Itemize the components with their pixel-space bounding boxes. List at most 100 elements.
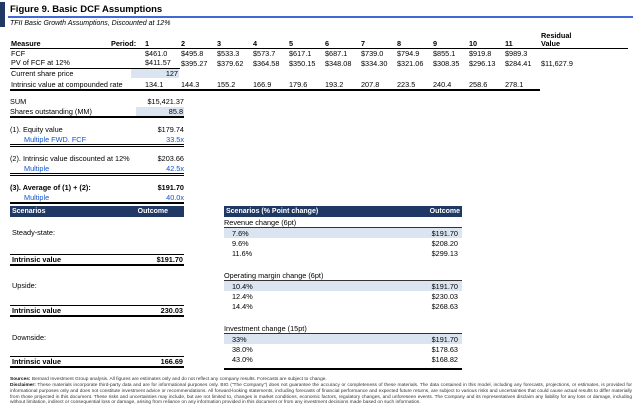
disclaimer-label: Disclaimer: [10, 383, 36, 389]
empty-cell [110, 79, 144, 91]
outcome-header: Outcome [429, 208, 460, 215]
pct-change: 11.6% [232, 248, 253, 258]
average-label: (3). Average of (1) + (2): [10, 182, 91, 192]
average-group: (3). Average of (1) + (2): $191.70 Multi… [10, 182, 184, 204]
outcome-value: $168.82 [431, 354, 458, 364]
pv-value: $284.41 [505, 58, 532, 68]
equity-multiple-row: Multiple FWD. FCF 33.5x [10, 134, 184, 144]
pct-change: 33% [232, 334, 247, 344]
residual-header-line1: Residual [541, 30, 572, 40]
compounded-value: 166.9 [252, 79, 288, 91]
discounted-value-group: (2). Intrinsic value discounted at 12% $… [10, 153, 184, 176]
fcf-label: FCF [11, 48, 26, 58]
sources-label: Sources: [10, 377, 31, 382]
pct-change: 9.6% [232, 238, 249, 248]
downside-label: Downside: [12, 333, 47, 342]
scenarios-header: Scenarios [12, 208, 46, 215]
equity-value-group: (1). Equity value $179.74 Multiple FWD. … [10, 124, 184, 147]
outcome-value: $299.13 [431, 248, 458, 258]
equity-multiple-value: 33.5x [166, 134, 184, 144]
compounded-value: 223.5 [396, 79, 432, 91]
scenario-row: 9.6% $208.20 [224, 238, 462, 248]
discounted-value: $203.66 [157, 153, 184, 163]
share-price-row: Current share price 127 [10, 67, 628, 79]
compounded-value: 179.6 [288, 79, 324, 91]
intrinsic-value-label: Intrinsic value [12, 255, 62, 264]
equity-value-label: (1). Equity value [10, 124, 63, 134]
investment-change-title: Investment change (15pt) [224, 324, 462, 334]
period-7: 7 [360, 31, 396, 49]
period-5: 5 [288, 31, 324, 49]
steady-state-intrinsic-row: Intrinsic value $191.70 [10, 254, 184, 266]
pct-change: 38.0% [232, 344, 253, 354]
pv-residual: $11,627.9 [541, 58, 573, 68]
discounted-value-row: (2). Intrinsic value discounted at 12% $… [10, 153, 184, 163]
empty-cell [110, 48, 144, 58]
compounded-label: Intrinsic value at compounded rate [10, 79, 123, 91]
fcf-value: $617.1 [289, 48, 312, 58]
pv-value: $308.35 [433, 58, 460, 68]
intrinsic-value-label: Intrinsic value [12, 357, 62, 366]
scenario-row: 33% $191.70 [224, 334, 462, 344]
discounted-multiple-row: Multiple 42.5x [10, 163, 184, 173]
pv-value: $411.57 [145, 58, 171, 68]
share-price-label: Current share price [10, 67, 110, 79]
intrinsic-value: 166.69 [160, 357, 183, 366]
equity-value-row: (1). Equity value $179.74 [10, 124, 184, 134]
discounted-multiple-label: Multiple [24, 163, 50, 173]
outcome-value: $191.70 [431, 228, 458, 238]
investment-change-group: Investment change (15pt) 33% $191.70 38.… [224, 324, 462, 364]
average-multiple-value: 40.0x [166, 192, 184, 202]
residual-value-header: Residual Value [540, 30, 628, 49]
fcf-value: $573.7 [253, 48, 276, 58]
average-multiple-label: Multiple [24, 192, 50, 202]
period-1: 1 [144, 31, 180, 49]
fcf-value: $855.1 [433, 48, 456, 58]
period-header: Period: [110, 31, 144, 49]
fcf-row: FCF $461.0 $495.8 $533.3 $573.7 $617.1 $… [10, 48, 628, 58]
equity-multiple-label: Multiple FWD. FCF [24, 134, 87, 144]
pct-change: 10.4% [232, 281, 253, 291]
pv-value: $364.58 [253, 58, 280, 68]
measure-header: Measure [10, 31, 110, 49]
fcf-value: $533.3 [217, 48, 240, 58]
compounded-value: 134.1 [144, 79, 180, 91]
compounded-value: 258.6 [468, 79, 504, 91]
pct-change: 7.6% [232, 228, 249, 238]
compounded-row: Intrinsic value at compounded rate 134.1… [10, 79, 628, 91]
figure-title: Figure 9. Basic DCF Assumptions [10, 4, 163, 15]
sum-value: $15,421.37 [147, 96, 184, 106]
scenarios-left-header-bar: Scenarios Outcome [10, 206, 184, 217]
average-value: $191.70 [157, 182, 184, 192]
period-6: 6 [324, 31, 360, 49]
outcome-header: Outcome [137, 208, 168, 215]
scenario-row: 12.4% $230.03 [224, 291, 462, 301]
fcf-value: $495.8 [181, 48, 204, 58]
pv-value: $296.13 [469, 58, 496, 68]
period-4: 4 [252, 31, 288, 49]
scenario-change-block: Revenue change (6pt) 7.6% $191.70 9.6% $… [224, 218, 462, 370]
dcf-table: Measure Period: 1 2 3 4 5 6 7 8 9 10 11 … [10, 31, 628, 91]
compounded-value: 278.1 [504, 79, 540, 91]
steady-state-label: Steady-state: [12, 228, 55, 237]
revenue-change-group: Revenue change (6pt) 7.6% $191.70 9.6% $… [224, 218, 462, 258]
pv-value: $334.30 [361, 58, 388, 68]
shares-row: Shares outstanding (MM) 85.8 [10, 106, 184, 118]
average-row: (3). Average of (1) + (2): $191.70 [10, 182, 184, 192]
period-11: 11 [504, 31, 540, 49]
fcf-value: $989.3 [505, 48, 528, 58]
pv-row: PV of FCF at 12% $411.57 $395.27 $379.62… [10, 58, 628, 68]
scenario-block-bottom-rule [224, 368, 462, 370]
scenarios-pct-header: Scenarios (% Point change) [226, 208, 319, 215]
outcome-value: $208.20 [431, 238, 458, 248]
discounted-value-label: (2). Intrinsic value discounted at 12% [10, 153, 130, 163]
compounded-value: 155.2 [216, 79, 252, 91]
pct-change: 12.4% [232, 291, 253, 301]
disclaimer-text: These materials incorporate third-party … [10, 383, 632, 406]
revenue-change-title: Revenue change (6pt) [224, 218, 462, 228]
empty-cell [110, 58, 144, 68]
outcome-value: $178.63 [431, 344, 458, 354]
intrinsic-value: 230.03 [160, 306, 183, 315]
pv-value: $379.62 [217, 58, 244, 68]
